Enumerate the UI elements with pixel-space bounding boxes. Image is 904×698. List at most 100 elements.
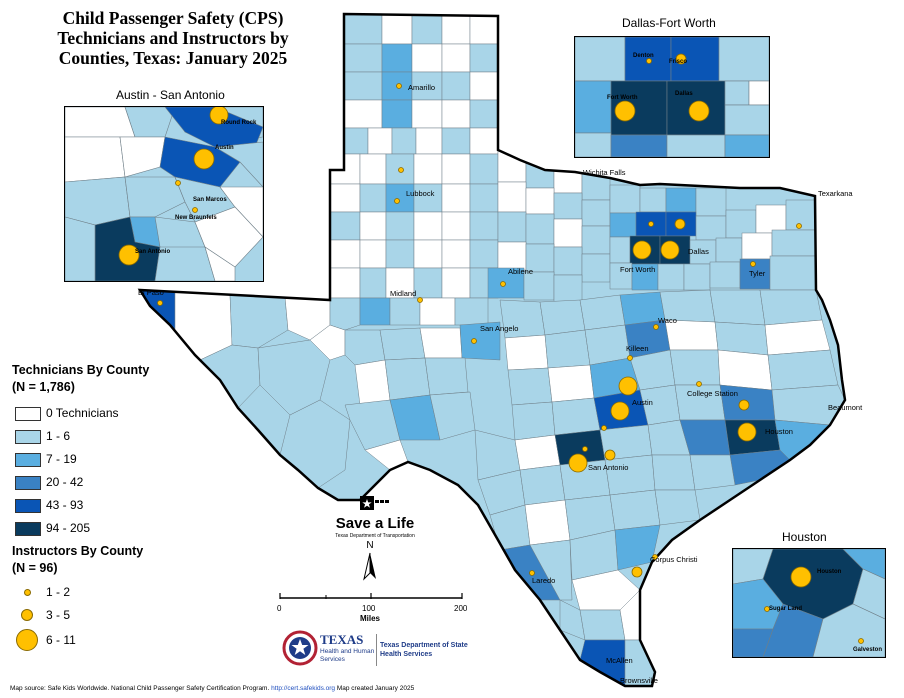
legend-label-2: 7 - 19	[46, 452, 77, 466]
title-line-1: Child Passenger Safety (CPS)	[62, 8, 284, 28]
instructor-dot-san-antonio-2	[582, 446, 588, 452]
city-amarillo: Amarillo	[408, 83, 435, 92]
legend-swatch-3	[15, 476, 41, 490]
legend-row-inst-0: 1 - 2	[12, 581, 212, 604]
instructor-dot-dfw-1	[648, 221, 654, 227]
city-el-paso: El Paso	[138, 288, 164, 297]
city-san-angelo: San Angelo	[480, 324, 518, 333]
legend-label-5: 94 - 205	[46, 521, 91, 535]
legend-swatch-5	[15, 522, 41, 536]
legend-row-tech-4: 43 - 93	[12, 494, 212, 517]
legend-inst-label-0: 1 - 2	[46, 585, 71, 599]
legend-instructors-n: (N = 96)	[12, 561, 58, 575]
city-killeen: Killeen	[626, 344, 649, 353]
inset-city-round-rock: Round Rock	[221, 120, 257, 126]
legend-dot-medium	[21, 609, 33, 621]
legend: Technicians By County (N = 1,786) 0 Tech…	[12, 362, 212, 653]
legend-swatch-4	[15, 499, 41, 513]
instructor-dot-austin-3	[601, 425, 607, 431]
scale-tick-200: 200	[454, 604, 468, 613]
instructor-dot-houston	[737, 422, 757, 442]
city-laredo: Laredo	[532, 576, 555, 585]
inset-houston-map: Houston Sugar Land Galveston	[733, 549, 885, 657]
city-mcallen: McAllen	[606, 656, 633, 665]
legend-label-1: 1 - 6	[46, 429, 71, 443]
instructor-dot-midland	[417, 297, 423, 303]
legend-label-4: 43 - 93	[46, 498, 84, 512]
legend-inst-label-1: 3 - 5	[46, 608, 71, 622]
inset-city-dallas: Dallas	[675, 91, 693, 97]
legend-dot-large	[16, 629, 38, 651]
legend-row-tech-0: 0 Technicians	[12, 402, 212, 425]
legend-row-tech-5: 94 - 205	[12, 517, 212, 540]
legend-swatch-0	[15, 407, 41, 421]
inset-austin-map: Round Rock Austin San Marcos New Braunfe…	[65, 107, 263, 281]
scale-tick-100: 100	[362, 604, 376, 613]
inset-dfw-map: Denton Frisco Fort Worth Dallas	[575, 37, 769, 157]
legend-row-inst-2: 6 - 11	[12, 627, 212, 653]
south-texas-counties	[477, 454, 736, 686]
legend-technicians-n: (N = 1,786)	[12, 380, 75, 394]
legend-label-0: 0 Technicians	[46, 406, 119, 420]
inset-city-frisco: Frisco	[669, 59, 687, 65]
instructor-dot-corpus-christi	[631, 566, 643, 578]
instructor-dot-amarillo	[396, 83, 402, 89]
instructor-dot-lubbock	[398, 167, 404, 173]
city-corpus-christi: Corpus Christi	[650, 555, 698, 564]
inset-dallas-fort-worth: Denton Frisco Fort Worth Dallas	[574, 36, 770, 158]
inset-city-new-braunfels: New Braunfels	[175, 215, 217, 221]
city-fort-worth: Fort Worth	[620, 265, 655, 274]
title-line-3: Counties, Texas: January 2025	[58, 48, 288, 68]
instructor-dot-college-station	[696, 381, 702, 387]
instructor-dot-dallas	[660, 240, 680, 260]
legend-swatch-1	[15, 430, 41, 444]
flag-icon	[360, 496, 389, 510]
city-tyler: Tyler	[749, 269, 766, 278]
instructor-dot-austin-2	[610, 401, 630, 421]
instructor-dot-dfw-2	[674, 218, 686, 230]
inset-city-san-marcos: San Marcos	[193, 197, 227, 203]
texas-outline	[137, 12, 847, 688]
inset-houston: Houston Sugar Land Galveston	[732, 548, 886, 658]
instructor-dot-abilene	[500, 281, 506, 287]
legend-swatch-2	[15, 453, 41, 467]
city-midland: Midland	[390, 289, 416, 298]
instructor-dot-killeen	[627, 355, 633, 361]
city-brownsville: Brownsville	[620, 676, 658, 685]
legend-instructors-title: Instructors By County	[12, 544, 144, 558]
logo-divider	[376, 634, 377, 666]
hhs-line-2: Health and Human	[320, 648, 375, 655]
instructor-dot-texarkana	[796, 223, 802, 229]
hhs-seal-icon	[282, 630, 318, 666]
inset-label-austin: Austin - San Antonio	[116, 88, 225, 102]
legend-label-3: 20 - 42	[46, 475, 84, 489]
source-prefix: Map source: Safe Kids Worldwide. Nationa…	[10, 685, 270, 692]
inset-city-fort-worth: Fort Worth	[607, 95, 638, 101]
map-source: Map source: Safe Kids Worldwide. Nationa…	[10, 685, 414, 692]
scale-bar: 0 100 200 Miles	[277, 590, 468, 630]
city-wichita-falls: Wichita Falls	[583, 168, 626, 177]
city-houston: Houston	[765, 427, 793, 436]
legend-dot-small	[24, 589, 31, 596]
save-a-life-logo: Save a Life Texas Department of Transpor…	[330, 496, 420, 539]
source-link[interactable]: http://cert.safekids.org	[271, 685, 336, 692]
hhs-line-1: TEXAS	[320, 632, 364, 647]
city-beaumont: Beaumont	[828, 403, 863, 412]
legend-row-tech-3: 20 - 42	[12, 471, 212, 494]
inset-austin-san-antonio: Round Rock Austin San Marcos New Braunfe…	[64, 106, 264, 282]
inset-city-houston: Houston	[817, 569, 842, 575]
city-san-antonio: San Antonio	[588, 463, 628, 472]
save-a-life-headline: Save a Life	[335, 515, 415, 532]
inset-label-houston: Houston	[782, 530, 827, 544]
instructor-dot-el-paso	[157, 300, 163, 306]
instructor-dot-laredo	[529, 570, 535, 576]
city-dallas: Dallas	[688, 247, 709, 256]
legend-technicians-title: Technicians By County	[12, 363, 150, 377]
north-arrow-icon	[363, 552, 376, 581]
city-college-station: College Station	[687, 389, 738, 398]
city-lubbock: Lubbock	[406, 189, 435, 198]
hhs-line-3: Services	[320, 656, 345, 663]
city-labels: Amarillo Lubbock Wichita Falls Texarkana…	[138, 83, 863, 685]
inset-city-austin: Austin	[215, 145, 234, 151]
